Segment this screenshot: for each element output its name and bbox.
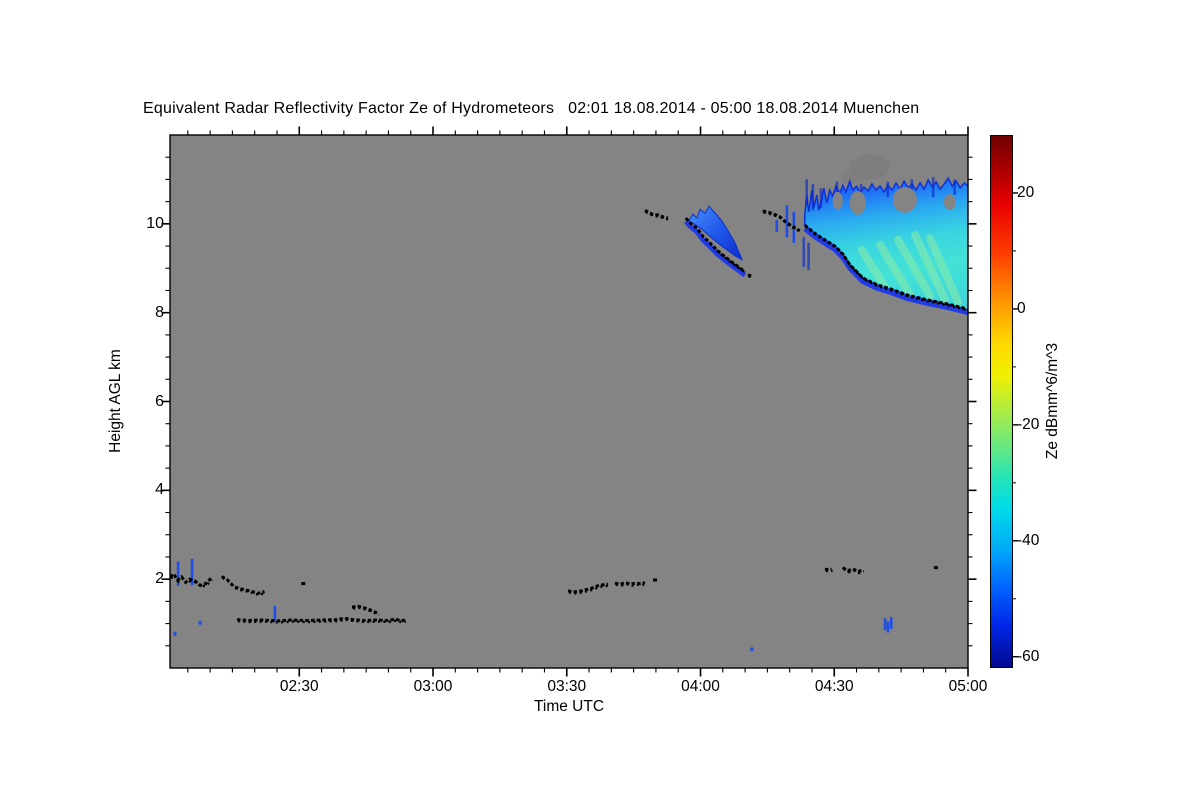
colorbar	[990, 135, 1013, 668]
colorbar-title: Ze dBmm^6/m^3	[1044, 342, 1061, 460]
colorbar-tick-label: -40	[1017, 531, 1040, 549]
x-tick-label: 04:30	[814, 678, 854, 695]
y-tick-label: 10	[146, 214, 164, 232]
y-tick-label: 8	[155, 303, 164, 321]
radar-reflectivity-plot	[170, 154, 968, 652]
x-tick-label: 03:00	[413, 678, 453, 695]
x-tick-label: 03:30	[547, 678, 587, 695]
chart-title: Equivalent Radar Reflectivity Factor Ze …	[143, 100, 920, 117]
x-tick-label: 05:00	[948, 678, 988, 695]
y-axis-title: Height AGL km	[107, 349, 124, 453]
colorbar-tick-label: -20	[1017, 415, 1040, 433]
plot-area	[170, 135, 968, 668]
x-tick-label: 04:00	[681, 678, 720, 695]
colorbar-tick-label: 0	[1017, 299, 1026, 317]
y-tick-label: 2	[155, 570, 164, 588]
colorbar-tick-label: 20	[1017, 183, 1035, 201]
x-tick-label: 02:30	[279, 678, 319, 695]
y-tick-label: 6	[155, 392, 164, 410]
y-tick-label: 4	[155, 481, 164, 499]
x-axis-title: Time UTC	[533, 698, 605, 715]
colorbar-tick-label: -60	[1017, 647, 1040, 665]
